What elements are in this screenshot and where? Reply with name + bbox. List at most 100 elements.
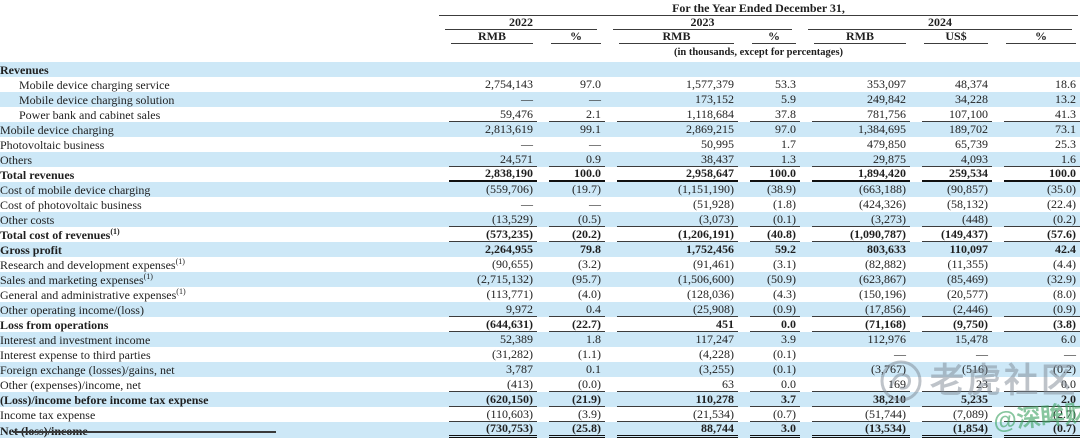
cell: 0.0 (738, 317, 800, 332)
cell: 100.0 (537, 167, 605, 182)
header-subtitle-row: (in thousands, except for percentages) (0, 44, 1080, 62)
header-cols-row: RMB % RMB % RMB US$ % (0, 30, 1080, 44)
cell: (58,132) (947, 197, 988, 211)
cell: (3.2) (578, 257, 601, 271)
cell: (110,603) (437, 407, 537, 422)
col-header-cell: % (738, 30, 800, 44)
table-row: Foreign exchange (losses)/gains, net 3,78… (0, 362, 1080, 377)
table-row: Loss from operations (644,631) (22.7) 451 0.… (0, 317, 1080, 332)
table-row: Photovoltaic business — — 50,995 1.7 479,850 6… (0, 137, 1080, 152)
cell: (424,326) (859, 197, 906, 211)
row-label: Mobile device charging solution (19, 93, 175, 107)
row-label: Other operating income/(loss) (0, 303, 144, 317)
cell: (85,469) (947, 272, 988, 286)
cell: (90,655) (492, 257, 533, 271)
cell: 97.0 (580, 77, 601, 91)
row-label: Sales and marketing expenses(1) (0, 272, 153, 287)
cell: (0.2) (992, 212, 1080, 227)
row-label: Income tax expense (0, 408, 96, 422)
cell: (3.8) (992, 317, 1080, 332)
header-years-row: 2022 2023 2024 (0, 16, 1080, 30)
cell: (38.9) (767, 182, 796, 196)
cell: 34,228 (955, 92, 988, 106)
cell: 5.9 (781, 92, 796, 106)
cell: — (976, 347, 988, 361)
cell: (50.9) (767, 272, 796, 286)
cell: — (589, 197, 601, 211)
cell: 73.1 (1055, 122, 1077, 136)
cell: (51,928) (693, 197, 734, 211)
row-label: Mobile device charging (0, 123, 114, 137)
table-row: Power bank and cabinet sales 59,476 2.1 1,1… (0, 107, 1080, 122)
cell: 15,478 (955, 332, 988, 346)
table-row: Mobile device charging service 2,754,143 9… (0, 77, 1080, 92)
cell: 1,577,379 (686, 77, 734, 91)
col-header-pct-2022: % (551, 30, 601, 44)
cell: (620,150) (437, 392, 537, 407)
col-header-cell: % (537, 30, 605, 44)
cell: — (589, 92, 601, 106)
header-title-row: For the Year Ended December 31, (0, 0, 1080, 16)
cell: (0.1) (738, 212, 800, 227)
cell: 803,633 (867, 242, 906, 256)
table-row: General and administrative expenses(1) (1… (0, 287, 1080, 302)
cell: (0.5) (537, 212, 605, 227)
year-2022-label: 2022 (445, 16, 597, 30)
cell: 50,995 (701, 137, 734, 151)
cell: 112,976 (867, 332, 906, 346)
cell: 353,097 (867, 77, 906, 91)
cell: 2.0 (992, 392, 1080, 407)
cell (992, 62, 1080, 77)
table-row: Other costs (13,529) (0.5) (3,073) (0.1) (3,2… (0, 212, 1080, 227)
cell: (1,151,190) (678, 182, 734, 196)
cell: 3.9 (781, 332, 796, 346)
cell: 5,235 (910, 392, 992, 407)
cell: 52,389 (500, 332, 533, 346)
table-row: Revenues (0, 62, 1080, 77)
cell: 1.3 (738, 152, 800, 167)
col-header-rmb-2023: RMB (619, 30, 734, 44)
cell: (0.0) (537, 377, 605, 392)
row-label: Photovoltaic business (0, 138, 105, 152)
table-body: Revenues Mobile device charging service 2,… (0, 62, 1080, 438)
cell: (2,715,132) (477, 272, 533, 286)
row-label: Revenues (0, 63, 49, 77)
cell: (25.8) (537, 422, 605, 438)
cell: (573,235) (437, 227, 537, 242)
cell: (22.4) (1047, 197, 1077, 211)
cell: 100.0 (992, 167, 1080, 182)
cell: (7,089) (910, 407, 992, 422)
row-label: Research and development expenses(1) (0, 257, 185, 272)
cell: 2,754,143 (485, 77, 533, 91)
col-header-cell: RMB (800, 30, 910, 44)
cell: (559,706) (486, 182, 533, 196)
table-row: Gross profit 2,264,955 79.8 1,752,456 59.2 80… (0, 242, 1080, 257)
row-label: Foreign exchange (losses)/gains, net (0, 363, 175, 377)
cell: (1,090,787) (800, 227, 910, 242)
row-label: Gross profit (0, 243, 62, 257)
table-row: Interest and investment income 52,389 1.8 1… (0, 332, 1080, 347)
row-label: Mobile device charging service (19, 78, 170, 92)
cell: 9,972 (437, 302, 537, 317)
cell: 1.8 (586, 332, 601, 346)
cell: 4,093 (910, 152, 992, 167)
col-header-cell: RMB (437, 30, 537, 44)
cell: 37.8 (738, 107, 800, 122)
cell: — (521, 137, 533, 151)
cell: (20,577) (947, 287, 988, 301)
cell: (663,188) (859, 182, 906, 196)
table-header: For the Year Ended December 31, 2022 202… (0, 0, 1080, 62)
cell: (91,461) (693, 257, 734, 271)
row-label: Other (expenses)/income, net (0, 378, 141, 392)
cell: (2,446) (910, 302, 992, 317)
row-label: Cost of photovoltaic business (0, 198, 142, 212)
cell: (3,255) (699, 362, 734, 376)
row-label: Total revenues (0, 168, 75, 182)
cell: (3.9) (537, 407, 605, 422)
cell: 1,752,456 (686, 242, 734, 256)
cell: 169 (800, 377, 910, 392)
year-2022-cell: 2022 (437, 16, 605, 30)
cell: 2,838,190 (437, 167, 537, 182)
row-label: Net (loss)/income (0, 424, 88, 438)
